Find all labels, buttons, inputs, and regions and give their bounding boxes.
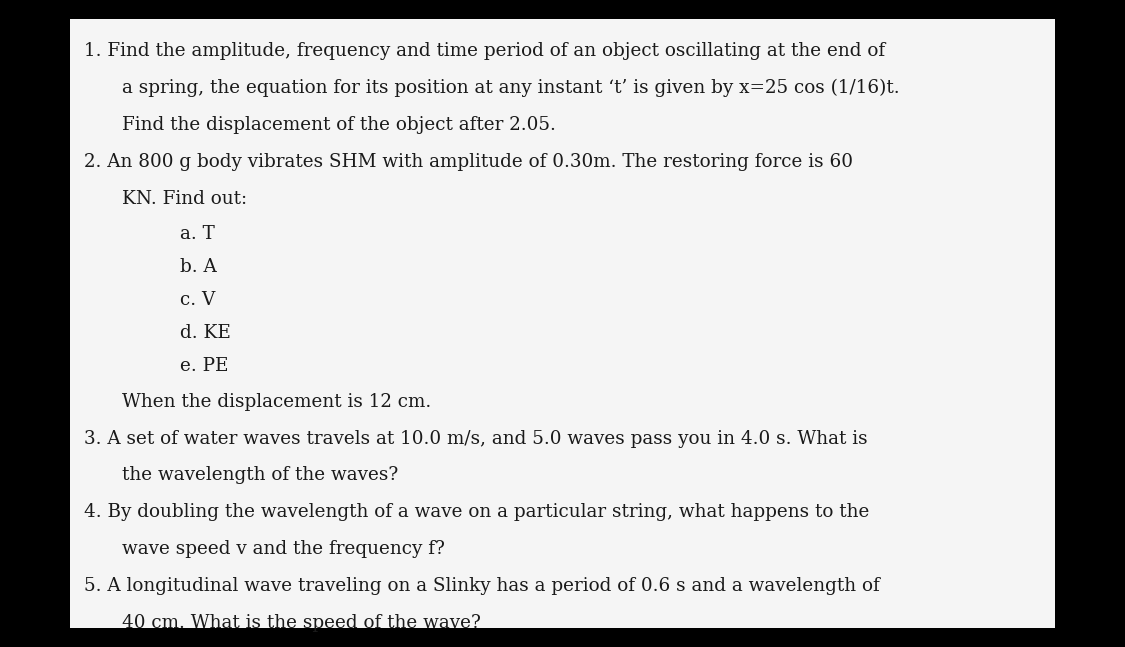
Text: d. KE: d. KE [180,324,231,342]
FancyBboxPatch shape [70,19,1055,628]
Text: Find the displacement of the object after 2.05.: Find the displacement of the object afte… [122,116,556,134]
Text: 3. A set of water waves travels at 10.0 m/s, and 5.0 waves pass you in 4.0 s. Wh: 3. A set of water waves travels at 10.0 … [84,430,869,448]
Text: KN. Find out:: KN. Find out: [122,190,246,208]
Text: a. T: a. T [180,225,215,243]
Text: wave speed v and the frequency f?: wave speed v and the frequency f? [122,540,444,558]
Text: the wavelength of the waves?: the wavelength of the waves? [122,466,398,485]
Text: 2. An 800 g body vibrates SHM with amplitude of 0.30m. The restoring force is 60: 2. An 800 g body vibrates SHM with ampli… [84,153,854,171]
Text: a spring, the equation for its position at any instant ‘t’ is given by x=25 cos : a spring, the equation for its position … [122,79,899,97]
Text: 1. Find the amplitude, frequency and time period of an object oscillating at the: 1. Find the amplitude, frequency and tim… [84,42,885,60]
Text: 5. A longitudinal wave traveling on a Slinky has a period of 0.6 s and a wavelen: 5. A longitudinal wave traveling on a Sl… [84,577,880,595]
Text: 40 cm. What is the speed of the wave?: 40 cm. What is the speed of the wave? [122,614,480,632]
Text: e. PE: e. PE [180,357,228,375]
Text: c. V: c. V [180,291,215,309]
Text: 4. By doubling the wavelength of a wave on a particular string, what happens to : 4. By doubling the wavelength of a wave … [84,503,870,521]
Text: b. A: b. A [180,258,217,276]
Text: When the displacement is 12 cm.: When the displacement is 12 cm. [122,393,431,411]
